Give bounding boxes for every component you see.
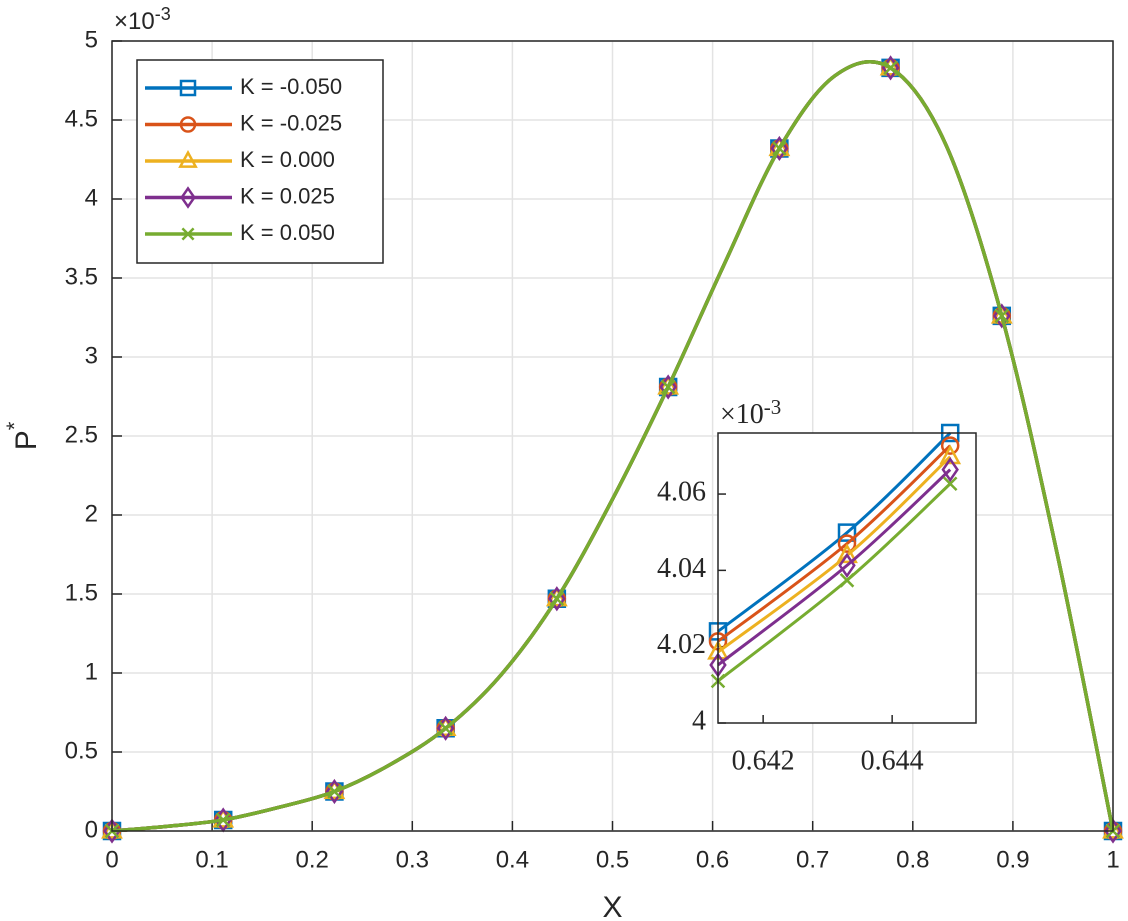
axes-box [717, 432, 977, 724]
x-tick-label: 0 [105, 846, 118, 873]
exponent-power: -3 [764, 395, 782, 419]
y-tick-label: 4.5 [65, 105, 98, 132]
x-tick-label: 0.8 [896, 846, 929, 873]
y-tick-label: 0 [85, 816, 98, 843]
marker [942, 476, 958, 492]
axis-exponent: ×10-3 [720, 395, 781, 431]
y-tick-label: 1 [85, 658, 98, 685]
marker [939, 444, 962, 465]
marker [941, 457, 959, 483]
marker [839, 573, 855, 588]
y-tick-label: 4 [85, 184, 98, 211]
legend-label: K = 0.050 [240, 220, 335, 245]
marker [545, 586, 568, 607]
x-tick-label: 0.644 [861, 745, 924, 776]
axes-box [111, 40, 1114, 832]
x-tick-label: 0.4 [496, 846, 529, 873]
x-tick-label: 0.6 [696, 846, 729, 873]
marker [940, 436, 960, 455]
marker [994, 308, 1010, 324]
exponent-base: ×10 [720, 399, 764, 430]
legend-label: K = -0.050 [240, 74, 342, 99]
marker [657, 374, 680, 395]
marker [708, 632, 728, 651]
marker [438, 721, 453, 736]
marker [327, 784, 342, 799]
exponent-base: ×10 [114, 8, 155, 35]
y-tick-label: 3 [85, 342, 98, 369]
legend-marker [180, 186, 196, 209]
x-tick-label: 0.642 [732, 745, 795, 776]
marker [883, 60, 898, 76]
legend-marker [179, 116, 197, 133]
x-tick-label: 0.1 [195, 846, 228, 873]
y-tick-label: 4.04 [657, 553, 706, 584]
x-axis-label: X [602, 891, 622, 921]
legend-label: K = 0.000 [240, 147, 335, 172]
y-label-sup: * [2, 421, 27, 430]
x-tick-label: 0.3 [396, 846, 429, 873]
y-tick-label: 3.5 [65, 263, 98, 290]
marker [772, 141, 787, 156]
x-tick-label: 0.9 [996, 846, 1029, 873]
legend-label: K = 0.025 [240, 183, 335, 208]
axes: 0.642 0.644 4 4.02 4.04 4.06 ×10-3 [657, 395, 977, 776]
y-tick-label: 5 [85, 26, 98, 53]
y-tick-label: 2.5 [65, 421, 98, 448]
x-tick-label: 0.7 [796, 846, 829, 873]
x-tick-label: 0.2 [296, 846, 329, 873]
marker [660, 379, 676, 395]
legend-label: K = -0.025 [240, 110, 342, 135]
y-label-main: P [10, 430, 43, 450]
legend-marker [178, 150, 198, 168]
exponent-power: -3 [155, 4, 171, 24]
legend-marker [179, 79, 197, 97]
legend: K = -0.050 K = -0.025 K = 0.000 K = 0.025 K … [136, 59, 384, 264]
series-line [717, 468, 952, 667]
axis-exponent: ×10-3 [114, 4, 171, 36]
marker [838, 552, 856, 579]
y-axis-label: P* [2, 421, 43, 450]
marker [768, 136, 791, 157]
legend-marker [181, 227, 195, 241]
series-line [717, 431, 952, 633]
marker [1102, 818, 1124, 839]
y-tick-label: 2 [85, 500, 98, 527]
y-tick-label: 0.5 [65, 737, 98, 764]
marker [549, 591, 565, 607]
marker [215, 812, 231, 828]
x-tick-label: 1 [1106, 846, 1119, 873]
y-tick-label: 4.06 [657, 476, 706, 507]
y-tick-label: 1.5 [65, 579, 98, 606]
marker [836, 543, 858, 564]
y-tick-label: 4.02 [657, 629, 706, 660]
x-tick-label: 0.5 [596, 846, 629, 873]
y-tick-label: 4 [692, 705, 706, 736]
marker [837, 534, 857, 553]
